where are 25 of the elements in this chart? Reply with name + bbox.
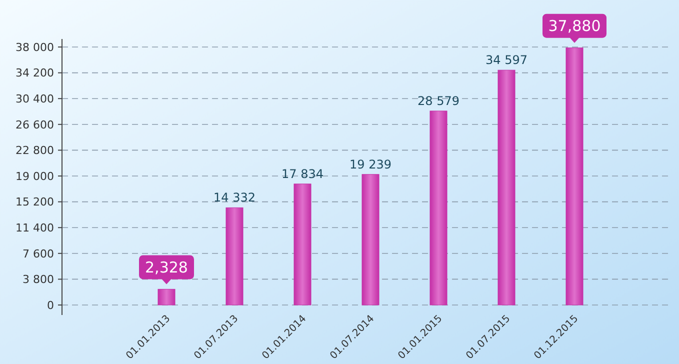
data-label: 14 332 bbox=[214, 190, 256, 205]
bar bbox=[158, 288, 176, 306]
bar bbox=[362, 174, 380, 306]
y-tick-label: 15 200 bbox=[16, 196, 54, 209]
bar bbox=[294, 184, 312, 306]
y-tick-label: 34 200 bbox=[16, 66, 54, 80]
data-label: 17 834 bbox=[282, 166, 324, 181]
y-tick-label: 26 600 bbox=[16, 118, 54, 132]
bar bbox=[430, 110, 448, 306]
y-tick-label: 3 800 bbox=[22, 273, 54, 286]
y-tick-label: 22 800 bbox=[16, 144, 54, 158]
y-tick-label: 30 400 bbox=[16, 92, 54, 106]
y-tick-label: 0 bbox=[47, 298, 54, 312]
bar bbox=[226, 207, 244, 306]
bar bbox=[498, 70, 516, 306]
data-label: 2,328 bbox=[145, 258, 188, 276]
data-label: 34 597 bbox=[486, 53, 528, 68]
y-tick-label: 38 000 bbox=[16, 40, 54, 54]
data-label: 28 579 bbox=[418, 94, 460, 108]
bar bbox=[566, 48, 584, 306]
data-label: 37,880 bbox=[548, 17, 601, 36]
data-label: 19 239 bbox=[350, 157, 392, 172]
y-tick-label: 11 400 bbox=[16, 221, 54, 234]
y-tick-label: 19 000 bbox=[16, 170, 54, 183]
y-tick-label: 7 600 bbox=[22, 247, 54, 260]
